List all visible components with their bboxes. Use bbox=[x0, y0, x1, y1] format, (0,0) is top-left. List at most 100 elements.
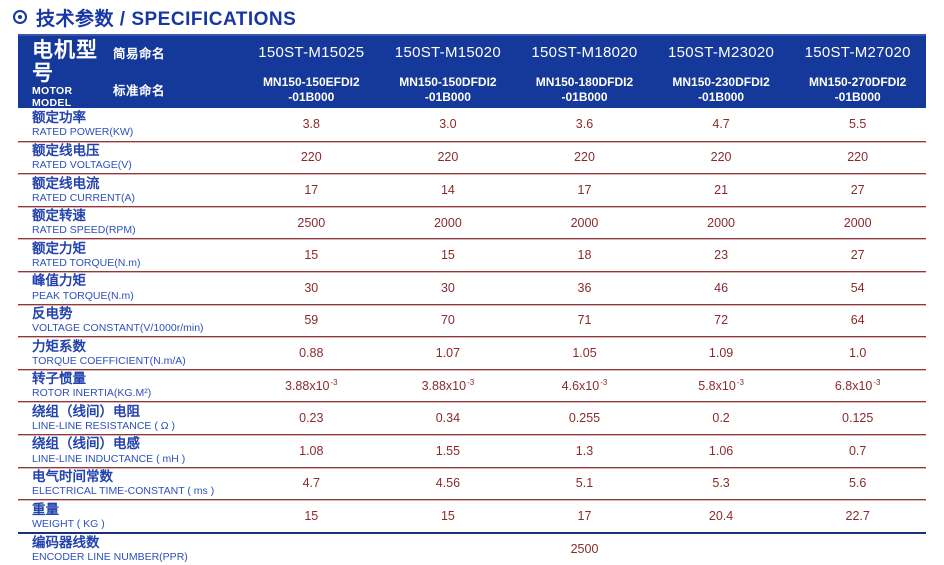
value-cell: 23 bbox=[714, 248, 729, 263]
row-label-en: RATED VOLTAGE(V) bbox=[32, 159, 132, 172]
motor-model-header-cell: 电机型号 MOTOR MODEL 简易命名 标准命名 bbox=[18, 34, 243, 109]
row-values: 0.23 0.34 0.255 0.2 0.125 bbox=[243, 402, 926, 434]
model-column-header: 150ST-M15020 MN150-150DFDI2 -01B000 bbox=[380, 34, 517, 108]
row-label-cn: 重量 bbox=[32, 501, 59, 517]
page-title: 技术参数 / SPECIFICATIONS bbox=[36, 8, 297, 30]
value-cell: 17 bbox=[577, 182, 592, 197]
value-cell: 1.08 bbox=[299, 443, 324, 458]
table-header: 电机型号 MOTOR MODEL 简易命名 标准命名 150ST-M15025 … bbox=[18, 34, 926, 109]
value-cell: 0.88 bbox=[299, 345, 324, 360]
value-cell: 14 bbox=[440, 182, 455, 197]
value-cell: 220 bbox=[300, 150, 322, 165]
row-label-en: ROTOR INERTIA(KG.M²) bbox=[32, 387, 152, 400]
table-row: 电气时间常数 ELECTRICAL TIME-CONSTANT ( ms ) 4.7… bbox=[18, 466, 926, 500]
table-row: 反电势 VOLTAGE CONSTANT(V/1000r/min) 59 70 71 72… bbox=[18, 303, 926, 337]
value-cell: 2000 bbox=[843, 215, 872, 230]
value-cell: 46 bbox=[714, 280, 729, 295]
value-cell: 220 bbox=[710, 150, 732, 165]
value-cell: 0.34 bbox=[435, 411, 461, 426]
table-row: 力矩系数 TORQUE COEFFICIENT(N.m/A) 0.88 1.07 1.0… bbox=[18, 336, 926, 369]
value-cell: 22.7 bbox=[845, 508, 870, 523]
model-standard-name: MN150-150EFDI2 -01B000 bbox=[262, 75, 360, 104]
model-column-header: 150ST-M15025 MN150-150EFDI2 -01B000 bbox=[243, 34, 380, 108]
table-row: 额定线电压 RATED VOLTAGE(V) 220 220 220 220 220 bbox=[18, 140, 926, 174]
value-cell: 4.6x10 -3 bbox=[561, 377, 608, 393]
row-label-en: ELECTRICAL TIME-CONSTANT ( ms ) bbox=[32, 485, 215, 498]
value-cell: 36 bbox=[577, 280, 592, 295]
model-standard-name: MN150-150DFDI2 -01B000 bbox=[399, 75, 497, 104]
model-column-header: 150ST-M27020 MN150-270DFDI2 -01B000 bbox=[789, 34, 926, 108]
row-label-cn: 反电势 bbox=[32, 305, 73, 321]
value-cell: 3.88x10 -3 bbox=[284, 377, 338, 393]
value-cell: 21 bbox=[714, 182, 729, 197]
row-label-en: LINE-LINE RESISTANCE ( Ω ) bbox=[32, 419, 176, 432]
value-cell: 2000 bbox=[570, 215, 599, 230]
row-label-cn: 力矩系数 bbox=[32, 338, 86, 354]
row-label-en: WEIGHT ( KG ) bbox=[32, 517, 105, 530]
row-label-cn: 绕组（线间）电阻 bbox=[32, 403, 140, 419]
standard-name-label: 标准命名 bbox=[113, 84, 166, 98]
motor-model-cn: 电机型号 bbox=[32, 38, 98, 85]
value-cell: 17 bbox=[304, 182, 319, 197]
value-cell: 30 bbox=[440, 280, 455, 295]
row-values: 3.8 3.0 3.6 4.7 5.5 bbox=[243, 108, 926, 141]
value-cell: 27 bbox=[850, 182, 865, 197]
row-values: 1.08 1.55 1.3 1.06 0.7 bbox=[243, 435, 926, 467]
row-label-en: RATED POWER(KW) bbox=[32, 126, 134, 139]
value-cell: 0.2 bbox=[712, 411, 730, 426]
row-values: 15 15 17 20.4 22.7 bbox=[243, 500, 926, 532]
model-standard-name: MN150-270DFDI2 -01B000 bbox=[808, 75, 907, 104]
row-values: 0.88 1.07 1.05 1.09 1.0 bbox=[243, 337, 926, 369]
row-label-cn: 电气时间常数 bbox=[32, 468, 113, 484]
table-row: 绕组（线间）电阻 LINE-LINE RESISTANCE ( Ω ) 0.23 0.… bbox=[18, 401, 926, 434]
model-simple-name: 150ST-M23020 bbox=[667, 44, 775, 61]
row-values: 30 30 36 46 54 bbox=[243, 272, 926, 304]
value-cell: 1.07 bbox=[435, 345, 461, 360]
value-cell: 1.05 bbox=[572, 345, 597, 360]
row-label: 额定转速 RATED SPEED(RPM) bbox=[18, 207, 243, 239]
value-cell: 1.0 bbox=[848, 345, 867, 360]
row-label-en: ENCODER LINE NUMBER(PPR) bbox=[32, 550, 188, 563]
value-cell: 72 bbox=[714, 313, 729, 328]
value-cell: 4.7 bbox=[302, 476, 320, 491]
value-cell: 15 bbox=[440, 248, 455, 263]
row-values: 15 15 18 23 27 bbox=[243, 239, 926, 271]
value-cell: 20.4 bbox=[708, 508, 734, 523]
value-cell: 15 bbox=[304, 508, 319, 523]
value-cell: 3.0 bbox=[439, 117, 457, 132]
row-label: 重量 WEIGHT ( KG ) bbox=[18, 500, 243, 532]
value-cell: 64 bbox=[850, 313, 865, 328]
row-values: 17 14 17 21 27 bbox=[243, 174, 926, 206]
table-row: 重量 WEIGHT ( KG ) 15 15 17 20.4 22.7 bbox=[18, 499, 926, 532]
row-values: 220 220 220 220 220 bbox=[243, 142, 926, 174]
model-standard-name: MN150-230DFDI2 -01B000 bbox=[672, 75, 770, 104]
model-simple-name: 150ST-M18020 bbox=[531, 44, 638, 61]
row-label-en: RATED SPEED(RPM) bbox=[32, 224, 136, 237]
value-cell: 70 bbox=[440, 313, 455, 328]
value-cell: 3.8 bbox=[302, 117, 320, 132]
value-cell: 220 bbox=[847, 150, 869, 165]
row-label-cn: 编码器线数 bbox=[32, 534, 100, 550]
row-label-cn: 转子惯量 bbox=[32, 371, 86, 387]
section-title: 技术参数 / SPECIFICATIONS bbox=[0, 0, 944, 34]
row-label: 额定线电压 RATED VOLTAGE(V) bbox=[18, 142, 243, 174]
value-cell: 15 bbox=[304, 248, 319, 263]
value-cell: 0.255 bbox=[568, 411, 601, 426]
value-cell: 1.06 bbox=[708, 443, 734, 458]
table-row: 额定功率 RATED POWER(KW) 3.8 3.0 3.6 4.7 5.5 bbox=[18, 108, 926, 141]
row-label: 反电势 VOLTAGE CONSTANT(V/1000r/min) bbox=[18, 305, 243, 337]
spec-table-body: 额定功率 RATED POWER(KW) 3.8 3.0 3.6 4.7 5.5 额定线电压 R… bbox=[18, 108, 926, 564]
table-row: 转子惯量 ROTOR INERTIA(KG.M²) 3.88x10 -3 3.88x10… bbox=[18, 368, 926, 402]
row-label: 峰值力矩 PEAK TORQUE(N.m) bbox=[18, 272, 243, 304]
row-label-cn: 峰值力矩 bbox=[32, 273, 86, 289]
model-column-header: 150ST-M23020 MN150-230DFDI2 -01B000 bbox=[653, 34, 790, 108]
row-label-en: VOLTAGE CONSTANT(V/1000r/min) bbox=[32, 322, 204, 335]
row-values: 2500 bbox=[243, 534, 926, 565]
value-cell: 0.7 bbox=[848, 443, 867, 458]
value-cell: 17 bbox=[577, 508, 592, 523]
value-cell: 0.23 bbox=[299, 411, 324, 426]
value-cell: 4.7 bbox=[712, 117, 730, 132]
motor-model-title: 电机型号 MOTOR MODEL bbox=[18, 34, 113, 109]
model-column-header: 150ST-M18020 MN150-180DFDI2 -01B000 bbox=[516, 34, 653, 108]
row-label-en: RATED TORQUE(N.m) bbox=[32, 256, 141, 269]
